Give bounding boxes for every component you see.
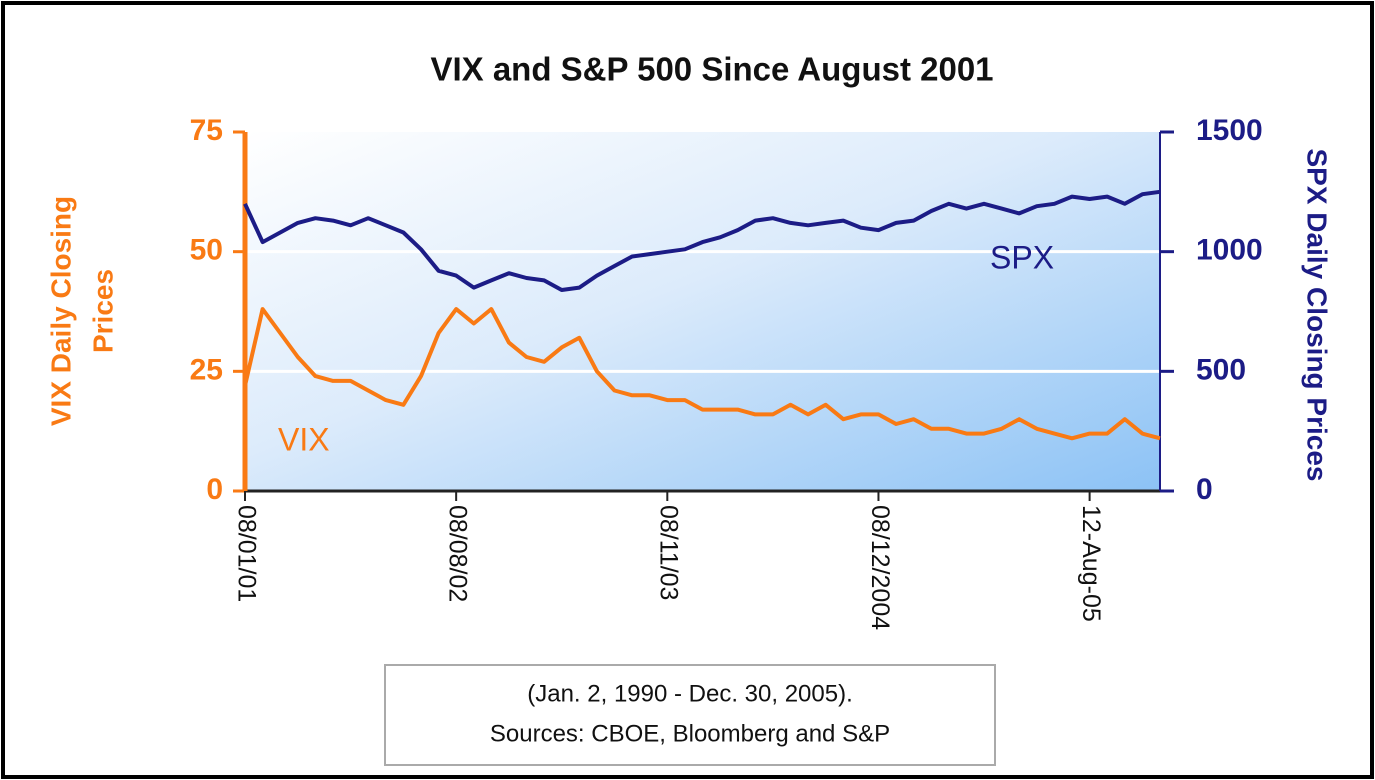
y-tick-label: 25 bbox=[190, 353, 223, 386]
y-label-line: VIX Daily Closing bbox=[45, 196, 76, 426]
annotation: SPX bbox=[990, 239, 1054, 275]
x-tick-label: 08/11/03 bbox=[655, 505, 683, 600]
y-axis-label: VIX Daily Closing Prices bbox=[45, 196, 118, 426]
note-box bbox=[384, 664, 996, 766]
annotation: VIX bbox=[278, 421, 330, 457]
plot-layer: 0 25 50 75 0 500 1000 1500 08/01/01 08/08/02 08/11… bbox=[190, 114, 1263, 630]
y2-axis-label: SPX Daily Closing Prices bbox=[1302, 148, 1333, 481]
note: Sources: CBOE, Bloomberg and S&P bbox=[490, 720, 890, 747]
y2-tick-label: 0 bbox=[1196, 473, 1213, 506]
chart-title: VIX and S&P 500 Since August 2001 bbox=[430, 51, 993, 88]
x-tick-label: 08/12/2004 bbox=[866, 505, 894, 630]
x-tick-label: 12-Aug-05 bbox=[1077, 505, 1105, 622]
note: (Jan. 2, 1990 - Dec. 30, 2005). bbox=[527, 680, 853, 707]
y-label-line: Prices bbox=[87, 269, 118, 353]
x-tick-label: 08/01/01 bbox=[232, 505, 260, 602]
y2-tick-label: 500 bbox=[1196, 353, 1246, 386]
y2-tick-label: 1500 bbox=[1196, 114, 1263, 147]
plot-area bbox=[245, 132, 1160, 491]
y-tick-label: 75 bbox=[190, 114, 223, 147]
line-series bbox=[243, 307, 1161, 441]
y-tick-label: 0 bbox=[206, 473, 223, 506]
y2-tick-label: 1000 bbox=[1196, 234, 1263, 267]
y-tick-label: 50 bbox=[190, 234, 223, 267]
line-series bbox=[243, 189, 1161, 292]
x-tick-label: 08/08/02 bbox=[444, 505, 472, 602]
